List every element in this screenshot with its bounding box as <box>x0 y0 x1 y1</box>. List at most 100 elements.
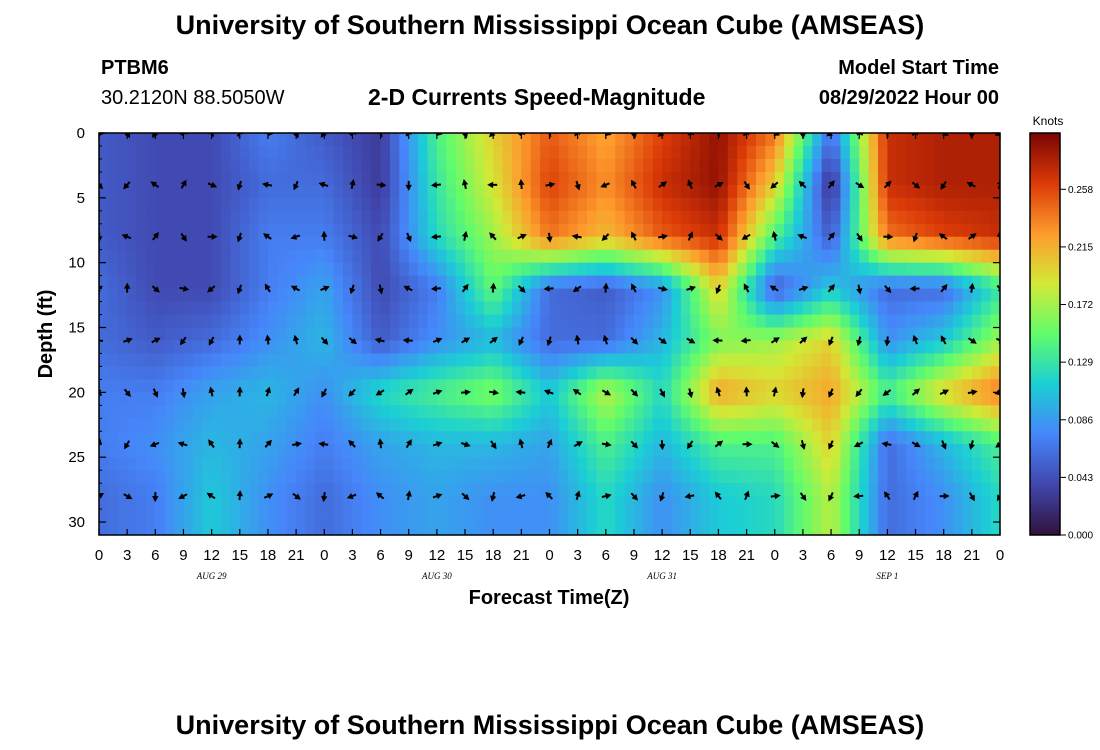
heatmap-cell <box>643 340 654 355</box>
heatmap-cell <box>136 496 147 510</box>
heatmap-cell <box>558 275 569 290</box>
heatmap-cell <box>483 340 494 355</box>
current-arrow <box>151 337 161 344</box>
heatmap-cell <box>943 249 954 264</box>
heatmap-cell <box>127 327 138 342</box>
heatmap-cell <box>877 509 888 523</box>
heatmap-cell <box>474 133 485 147</box>
heatmap-cell <box>699 379 710 393</box>
heatmap-cell <box>690 405 701 419</box>
heatmap-cell <box>924 496 935 510</box>
current-arrow <box>432 493 443 500</box>
heatmap-cell <box>896 496 907 510</box>
heatmap-cell <box>258 496 269 510</box>
heatmap-cell <box>465 158 476 173</box>
heatmap-cell <box>859 288 870 303</box>
heatmap-cell <box>483 379 494 393</box>
current-arrow <box>487 181 498 189</box>
heatmap-cell <box>286 236 297 251</box>
heatmap-cell <box>136 366 147 380</box>
heatmap-cell <box>343 223 354 238</box>
current-arrow <box>938 233 948 240</box>
heatmap-cell <box>540 405 551 419</box>
heatmap-cell <box>127 418 138 432</box>
current-arrow <box>263 493 274 499</box>
heatmap-cell <box>784 340 795 355</box>
heatmap-cell <box>812 301 823 316</box>
heatmap-cell <box>465 418 476 432</box>
heatmap-cell <box>615 418 626 432</box>
heatmap-cell <box>577 184 588 199</box>
heatmap-cell <box>831 418 842 432</box>
heatmap-cell <box>953 496 964 510</box>
heatmap-cell <box>333 340 344 355</box>
current-arrow <box>630 336 639 345</box>
heatmap-cell <box>906 379 917 393</box>
heatmap-cell <box>774 249 785 264</box>
current-arrow <box>349 179 356 190</box>
heatmap-cell <box>117 133 128 147</box>
heatmap-cell <box>690 158 701 173</box>
heatmap-cell <box>755 418 766 432</box>
heatmap-cell <box>239 197 250 212</box>
heatmap-cell <box>324 470 335 484</box>
heatmap-cell <box>446 470 457 484</box>
heatmap-cell <box>174 327 185 342</box>
heatmap-cell <box>145 340 156 355</box>
heatmap-cell <box>877 379 888 393</box>
heatmap-cell <box>286 133 297 147</box>
heatmap-cell <box>249 457 260 471</box>
heatmap-cell <box>802 314 813 329</box>
heatmap-cell <box>558 197 569 212</box>
heatmap-cell <box>230 133 241 147</box>
heatmap-cell <box>296 366 307 380</box>
heatmap-cell <box>361 392 372 406</box>
heatmap-cell <box>286 158 297 173</box>
heatmap-cell <box>427 133 438 147</box>
heatmap-cell <box>474 171 485 186</box>
heatmap-cell <box>202 301 213 316</box>
heatmap-cell <box>784 236 795 251</box>
heatmap-cell <box>709 314 720 329</box>
heatmap-cell <box>296 275 307 290</box>
heatmap-cell <box>277 353 288 368</box>
heatmap-cell <box>399 522 410 535</box>
heatmap-cell <box>502 301 513 316</box>
heatmap-cell <box>877 197 888 212</box>
heatmap-cell <box>727 353 738 368</box>
heatmap-cell <box>511 522 522 535</box>
heatmap-cell <box>174 353 185 368</box>
heatmap-cell <box>361 158 372 173</box>
heatmap-cell <box>662 379 673 393</box>
heatmap-cell <box>145 522 156 535</box>
heatmap-cell <box>558 288 569 303</box>
heatmap-cell <box>333 327 344 342</box>
heatmap-cell <box>709 379 720 393</box>
heatmap-cell <box>812 379 823 393</box>
heatmap-cell <box>746 496 757 510</box>
heatmap-cell <box>755 275 766 290</box>
current-arrow <box>432 389 443 396</box>
heatmap-cell <box>868 301 879 316</box>
heatmap-cell <box>793 509 804 523</box>
heatmap-cell <box>286 184 297 199</box>
heatmap-cell <box>474 522 485 535</box>
heatmap-cell <box>258 133 269 147</box>
heatmap-cell <box>174 210 185 225</box>
heatmap-cell <box>530 262 541 277</box>
heatmap-cell <box>765 184 776 199</box>
heatmap-cell <box>821 405 832 419</box>
heatmap-cell <box>915 171 926 186</box>
heatmap-cell <box>164 197 175 212</box>
heatmap-cell <box>831 431 842 445</box>
heatmap-cell <box>690 145 701 160</box>
heatmap-cell <box>108 133 119 147</box>
x-tick-label: 15 <box>682 547 699 564</box>
heatmap-cell <box>727 314 738 329</box>
heatmap-cell <box>192 418 203 432</box>
heatmap-cell <box>652 522 663 535</box>
heatmap-cell <box>427 353 438 368</box>
heatmap-cell <box>493 444 504 458</box>
heatmap-cell <box>943 145 954 160</box>
heatmap-cell <box>136 379 147 393</box>
